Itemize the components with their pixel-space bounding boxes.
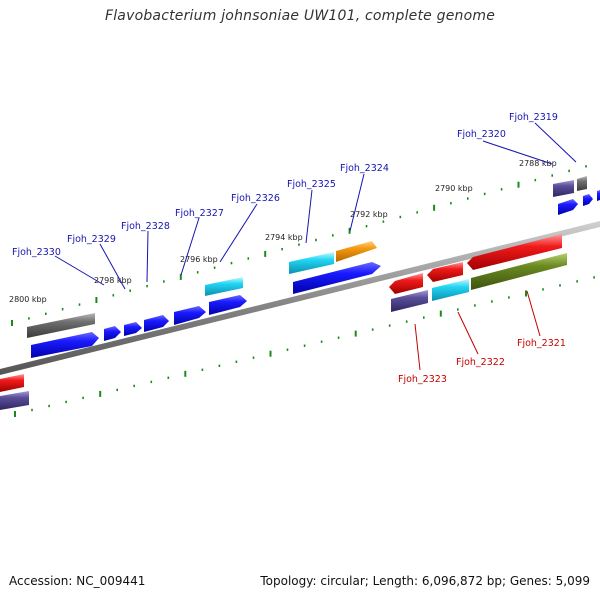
genome-summary-text: Topology: circular; Length: 6,096,872 bp…: [260, 574, 590, 588]
gene-feature-cyan[interactable]: [289, 252, 334, 274]
kbp-label: 2792 kbp: [350, 210, 388, 219]
gene-label-fjoh-2322[interactable]: Fjoh_2322: [456, 357, 505, 368]
gene-label-fjoh-2323[interactable]: Fjoh_2323: [398, 374, 447, 385]
gene-label-fjoh-2326[interactable]: Fjoh_2326: [231, 193, 280, 204]
gene-feature-orange[interactable]: [336, 241, 377, 262]
gene-feature-blue[interactable]: [104, 326, 121, 341]
label-leader-line: [350, 174, 364, 231]
reverse-gene-labels: Fjoh_2323 Fjoh_2322 Fjoh_2321: [398, 291, 566, 385]
gene-label-fjoh-2327[interactable]: Fjoh_2327: [175, 208, 224, 219]
gene-feature-red[interactable]: [0, 374, 24, 392]
accession-text: Accession: NC_009441: [9, 574, 145, 588]
label-leader-line: [55, 256, 104, 285]
gene-label-fjoh-2325[interactable]: Fjoh_2325: [287, 179, 336, 190]
gene-label-fjoh-2324[interactable]: Fjoh_2324: [340, 163, 389, 174]
label-leader-line: [527, 291, 540, 336]
gene-label-fjoh-2328[interactable]: Fjoh_2328: [121, 221, 170, 232]
gene-features: [0, 176, 600, 410]
gene-feature-purple[interactable]: [0, 391, 29, 410]
label-leader-line: [483, 141, 552, 164]
gene-feature-purple[interactable]: [553, 180, 574, 197]
gene-feature-cyan[interactable]: [432, 279, 469, 301]
gene-label-fjoh-2330[interactable]: Fjoh_2330: [12, 247, 61, 258]
gene-label-fjoh-2319[interactable]: Fjoh_2319: [509, 112, 558, 123]
kbp-label: 2800 kbp: [9, 295, 47, 304]
label-leader-line: [147, 231, 148, 282]
label-leader-line: [535, 123, 576, 162]
label-leader-line: [306, 190, 312, 243]
gene-feature-gray[interactable]: [577, 176, 587, 191]
label-leader-line: [181, 218, 199, 275]
gene-feature-blue[interactable]: [124, 322, 142, 336]
gene-label-fjoh-2320[interactable]: Fjoh_2320: [457, 129, 506, 140]
label-leader-line: [415, 324, 420, 370]
gene-feature-cyan[interactable]: [205, 277, 243, 296]
gene-feature-blue[interactable]: [558, 199, 578, 215]
kbp-label: 2790 kbp: [435, 184, 473, 193]
label-leader-line: [458, 312, 478, 354]
kbp-label: 2798 kbp: [94, 276, 132, 285]
gene-feature-blue[interactable]: [583, 194, 593, 206]
gene-label-fjoh-2321[interactable]: Fjoh_2321: [517, 338, 566, 349]
gene-label-fjoh-2329[interactable]: Fjoh_2329: [67, 234, 116, 245]
kbp-label: 2794 kbp: [265, 233, 303, 242]
label-leader-line: [220, 204, 257, 262]
